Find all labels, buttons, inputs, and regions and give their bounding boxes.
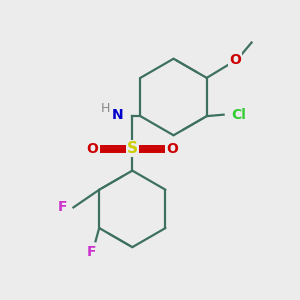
Text: O: O (87, 142, 98, 155)
Text: N: N (112, 108, 123, 122)
Text: S: S (127, 141, 138, 156)
Text: F: F (86, 244, 96, 259)
Text: H: H (101, 102, 110, 115)
Text: O: O (166, 142, 178, 155)
Text: O: O (230, 53, 241, 67)
Text: Cl: Cl (231, 108, 246, 122)
Text: F: F (58, 200, 67, 214)
